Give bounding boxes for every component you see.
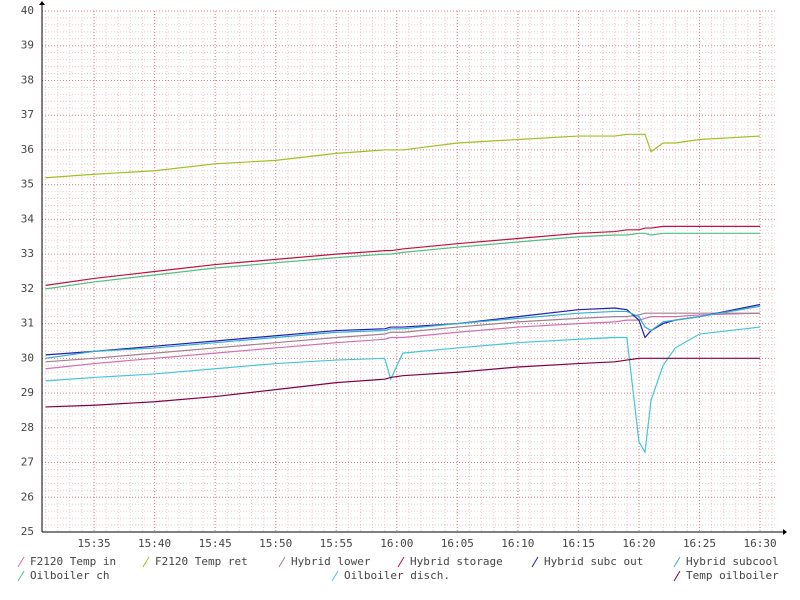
x-tick-label: 15:45	[199, 537, 232, 550]
x-tick-label: 16:30	[743, 537, 776, 550]
x-tick-label: 16:25	[683, 537, 716, 550]
x-tick-label: 16:10	[501, 537, 534, 550]
y-tick-label: 30	[21, 351, 34, 364]
y-tick-label: 34	[21, 212, 35, 225]
axis-arrow	[783, 529, 787, 535]
legend-label: Oilboiler disch.	[344, 569, 450, 582]
y-tick-label: 26	[21, 490, 34, 503]
legend-label: Temp oilboiler	[686, 569, 779, 582]
x-tick-label: 16:15	[562, 537, 595, 550]
y-tick-label: 25	[21, 525, 34, 538]
series-line	[45, 357, 761, 408]
x-tick-label: 16:20	[622, 537, 655, 550]
legend-label: Oilboiler ch	[30, 569, 109, 582]
legend-label: F2120 Temp in	[30, 555, 116, 568]
legend-swatch	[331, 570, 339, 582]
legend-swatch	[278, 556, 286, 568]
legend-swatch	[531, 556, 539, 568]
y-tick-label: 40	[21, 4, 34, 17]
series-line	[45, 312, 761, 370]
y-tick-label: 35	[21, 178, 34, 191]
x-tick-label: 15:40	[138, 537, 171, 550]
legend-label: Hybrid subcool	[686, 555, 779, 568]
legend-swatch	[142, 556, 150, 568]
legend-label: Hybrid storage	[410, 555, 503, 568]
series-line	[45, 133, 761, 179]
legend-label: Hybrid lower	[291, 555, 371, 568]
legend-swatch	[397, 556, 405, 568]
x-tick-label: 15:50	[259, 537, 292, 550]
y-tick-label: 32	[21, 282, 34, 295]
legend-swatch	[17, 556, 25, 568]
series-line	[45, 326, 761, 454]
y-tick-label: 36	[21, 143, 34, 156]
legend-swatch	[17, 570, 25, 582]
y-tick-label: 33	[21, 247, 34, 260]
x-tick-label: 16:05	[441, 537, 474, 550]
y-tick-label: 27	[21, 456, 34, 469]
series-line	[45, 305, 761, 359]
legend-label: F2120 Temp ret	[155, 555, 248, 568]
x-tick-label: 16:00	[380, 537, 413, 550]
y-tick-label: 31	[21, 317, 34, 330]
x-tick-label: 15:55	[320, 537, 353, 550]
axis-arrow	[39, 1, 45, 5]
y-tick-label: 39	[21, 39, 34, 52]
y-tick-label: 29	[21, 386, 34, 399]
y-tick-label: 38	[21, 73, 34, 86]
series-line	[45, 232, 761, 290]
series-line	[45, 225, 761, 286]
series-line	[45, 303, 761, 356]
x-tick-label: 15:35	[78, 537, 111, 550]
legend-swatch	[673, 570, 681, 582]
legend-label: Hybrid subc out	[544, 555, 643, 568]
legend-swatch	[673, 556, 681, 568]
y-tick-label: 37	[21, 108, 34, 121]
y-tick-label: 28	[21, 421, 34, 434]
series-line	[45, 312, 761, 363]
